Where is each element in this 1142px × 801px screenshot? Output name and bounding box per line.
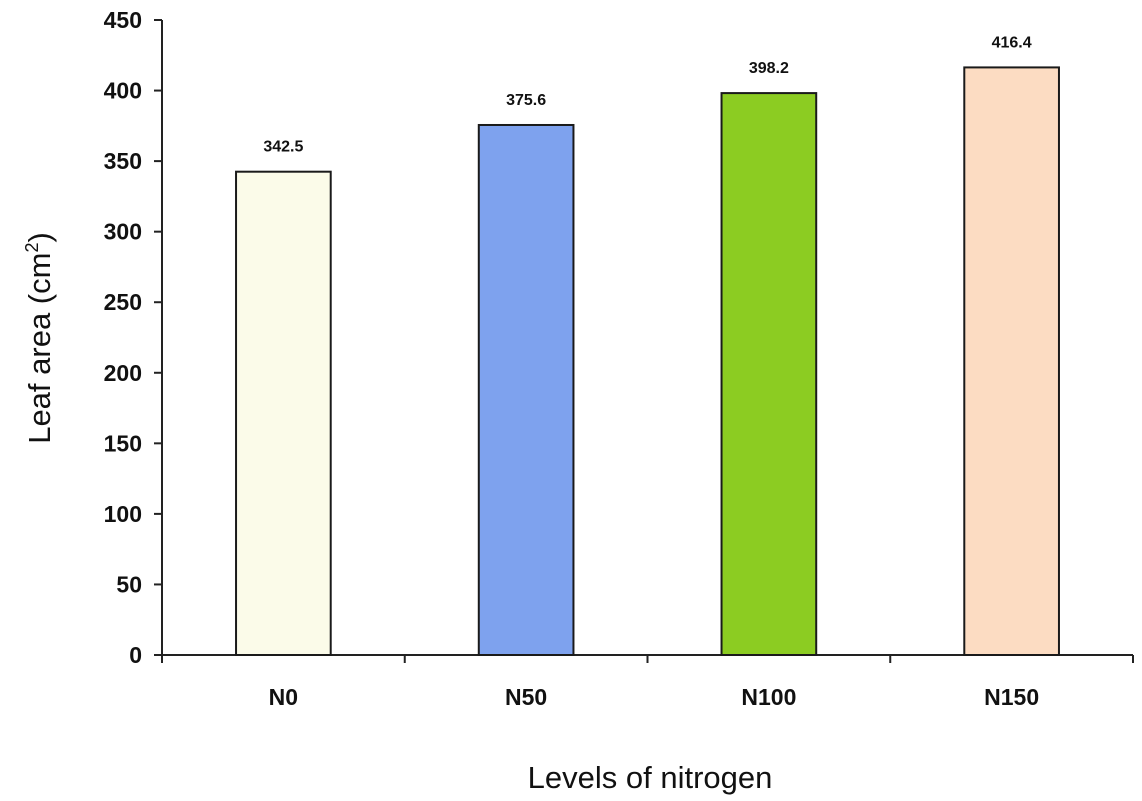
x-tick-label-n0: N0 [269,684,298,710]
y-tick-label: 0 [129,642,142,668]
data-label-n50: 375.6 [506,92,546,109]
y-axis-title-superscript: 2 [22,243,42,253]
y-tick-label: 150 [104,430,142,456]
y-tick-label: 350 [104,148,142,174]
x-axis: N0 N50 N100 N150 [161,654,1134,710]
bar-n150 [963,66,1060,656]
data-label-n100: 398.2 [749,60,789,77]
y-axis-title-main: Leaf area (cm [22,253,57,444]
x-axis-title: Levels of nitrogen [528,760,773,795]
y-tick-label: 100 [104,501,142,527]
y-tick-label: 400 [104,78,142,104]
bar-n50 [477,123,575,656]
x-tick-label-n150: N150 [984,684,1039,710]
bars [235,66,1060,656]
data-label-n0: 342.5 [263,139,303,156]
y-tick-label: 300 [104,219,142,245]
y-axis-title-suffix: ) [22,232,57,242]
x-tick-label-n100: N100 [741,684,796,710]
y-axis-title: Leaf area (cm2) [22,232,57,444]
y-tick-label: 50 [116,571,142,597]
bar-n0 [235,170,332,656]
bar-n100 [720,92,818,656]
data-label-n150: 416.4 [992,34,1032,51]
data-labels: 342.5 375.6 398.2 416.4 [263,34,1031,155]
y-tick-label: 200 [104,360,142,386]
x-tick-label-n50: N50 [505,684,547,710]
y-tick-label: 250 [104,289,142,315]
y-tick-label: 450 [104,7,142,33]
y-axis: 0 50 100 150 200 250 300 350 400 450 [104,7,163,668]
